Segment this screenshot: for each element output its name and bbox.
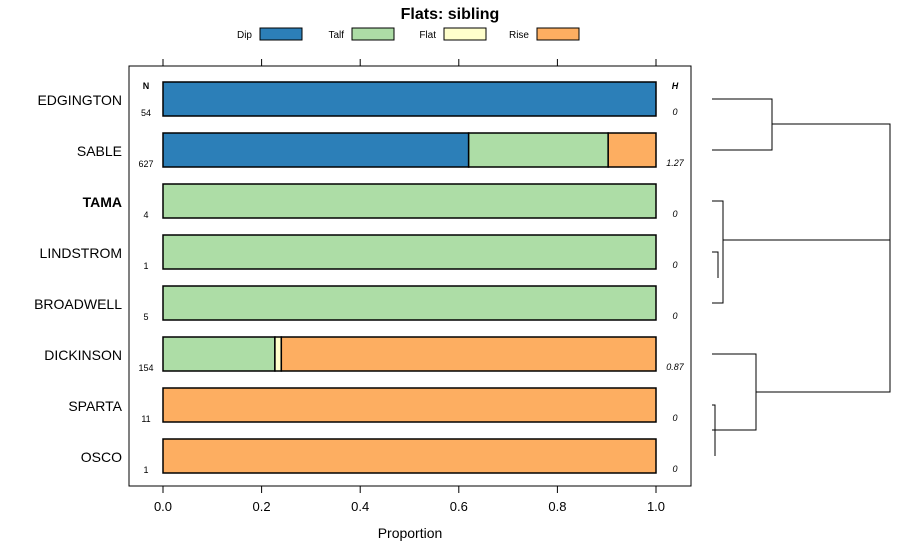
bar-segment-dickinson-talf: [162, 336, 276, 372]
dendrogram-branch: [712, 404, 716, 456]
x-axis: 0.0 0.2 0.4 0.6 0.8 1.0: [154, 59, 665, 514]
legend-label-rise: Rise: [509, 30, 529, 41]
plot-frame: [128, 65, 692, 487]
x-tick-label: 0.2: [253, 499, 271, 514]
bar-segment-dickinson-flat: [274, 336, 283, 372]
n-value-sable: 627: [138, 159, 153, 169]
legend-swatch-dip: [259, 27, 303, 41]
h-header: H: [672, 81, 679, 91]
row-label-osco: OSCO: [81, 449, 122, 465]
bar-segment-dickinson-rise: [280, 336, 657, 372]
legend-swatch-flat: [443, 27, 487, 41]
h-value-tama: 0: [672, 209, 677, 219]
bar-row-tama: [162, 183, 657, 219]
x-tick-label: 0.0: [154, 499, 172, 514]
h-value-sparta: 0: [672, 413, 677, 423]
row-label-dickinson: DICKINSON: [44, 347, 122, 363]
chart-title: Flats: sibling: [401, 6, 500, 23]
h-value-osco: 0: [672, 464, 677, 474]
dendrogram-branch: [756, 123, 891, 393]
bar-row-lindstrom: [162, 234, 657, 270]
n-value-lindstrom: 1: [143, 261, 148, 271]
bar-segment-sable-rise: [607, 132, 657, 168]
dendrogram: [712, 98, 891, 456]
n-value-dickinson: 154: [138, 363, 153, 373]
n-value-edgington: 54: [141, 108, 151, 118]
h-value-broadwell: 0: [672, 311, 677, 321]
row-label-lindstrom: LINDSTROM: [40, 245, 122, 261]
bar-row-sparta: [162, 387, 657, 423]
bar-row-sable: [162, 132, 657, 168]
dendrogram-branch: [712, 98, 773, 151]
n-value-sparta: 11: [141, 414, 150, 424]
legend-label-flat: Flat: [419, 30, 436, 41]
bar-segment-sparta-rise: [162, 387, 657, 423]
row-label-edgington: EDGINGTON: [37, 92, 122, 108]
bar-segment-lindstrom-talf: [162, 234, 657, 270]
dendrogram-branch: [712, 353, 757, 431]
bar-segment-edgington-dip: [162, 81, 657, 117]
bar-row-broadwell: [162, 285, 657, 321]
h-value-sable: 1.27: [666, 158, 685, 168]
n-header: N: [143, 81, 150, 91]
x-tick-label: 0.4: [351, 499, 369, 514]
row-labels: EDGINGTON SABLE TAMA LINDSTROM BROADWELL DICK…: [34, 92, 123, 465]
row-label-sable: SABLE: [77, 143, 122, 159]
bar-segment-broadwell-talf: [162, 285, 657, 321]
bar-segment-tama-talf: [162, 183, 657, 219]
legend-swatch-talf: [351, 27, 395, 41]
bar-segment-sable-talf: [467, 132, 609, 168]
n-value-tama: 4: [143, 210, 148, 220]
x-tick-label: 1.0: [647, 499, 665, 514]
bar-row-edgington: [162, 81, 657, 117]
x-tick-label: 0.6: [450, 499, 468, 514]
h-value-lindstrom: 0: [672, 260, 677, 270]
legend-label-talf: Talf: [328, 30, 344, 41]
legend-label-dip: Dip: [237, 30, 252, 41]
row-label-sparta: SPARTA: [68, 398, 122, 414]
n-value-broadwell: 5: [143, 312, 148, 322]
h-value-edgington: 0: [672, 107, 677, 117]
row-label-broadwell: BROADWELL: [34, 296, 122, 312]
x-tick-label: 0.8: [548, 499, 566, 514]
bar-segment-osco-rise: [162, 438, 657, 474]
bar-segment-sable-dip: [162, 132, 470, 168]
bars: [162, 81, 657, 474]
bar-row-osco: [162, 438, 657, 474]
row-label-tama: TAMA: [83, 194, 122, 210]
dendrogram-branch: [712, 200, 724, 304]
h-value-dickinson: 0.87: [666, 362, 685, 372]
bar-row-dickinson: [162, 336, 657, 372]
legend-swatch-rise: [536, 27, 580, 41]
dendrogram-branch: [712, 251, 719, 278]
n-value-osco: 1: [143, 465, 148, 475]
x-axis-title: Proportion: [378, 525, 443, 541]
legend: Dip Talf Flat Rise: [237, 27, 580, 41]
